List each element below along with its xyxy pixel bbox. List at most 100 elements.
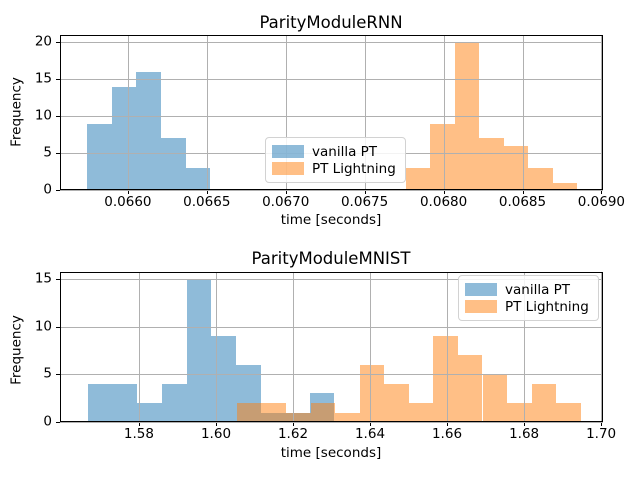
legend-mnist: vanilla PT PT Lightning (458, 275, 599, 321)
hist-bar-pt-lightning (482, 374, 507, 422)
x-tick-mark (127, 190, 129, 194)
legend-swatch-pt-lightning (272, 162, 304, 175)
x-tick-label: 0.0675 (340, 194, 389, 210)
x-tick-label: 1.60 (200, 426, 232, 442)
hist-bar-pt-lightning (433, 336, 458, 422)
hist-bar-vanilla-pt (162, 383, 187, 422)
y-tick-label: 15 (34, 270, 52, 287)
x-tick-label: 0.0690 (577, 194, 626, 210)
legend-label-vanilla-pt: vanilla PT (505, 281, 571, 298)
legend-swatch-pt-lightning (465, 300, 497, 313)
x-tick-mark (206, 190, 208, 194)
x-tick-mark (364, 190, 366, 194)
hist-bar-pt-lightning (335, 412, 360, 422)
x-tick-mark (443, 190, 445, 194)
y-axis-label-rnn: Frequency (8, 77, 25, 147)
x-tick-label: 1.64 (354, 426, 386, 442)
gridline-x (138, 272, 140, 422)
hist-bar-pt-lightning (503, 145, 529, 190)
y-tick-mark (56, 374, 60, 376)
hist-bar-vanilla-pt (136, 71, 161, 190)
y-tick-mark (56, 190, 60, 191)
y-tick-mark (56, 326, 60, 328)
hist-bar-vanilla-pt (186, 279, 212, 422)
gridline-x (370, 272, 371, 422)
legend-label-vanilla-pt: vanilla PT (312, 143, 378, 160)
hist-bar-pt-lightning (531, 383, 556, 422)
x-tick-mark (601, 422, 603, 426)
y-tick-mark (56, 279, 60, 281)
x-tick-mark (524, 422, 526, 426)
hist-bar-pt-lightning (556, 403, 581, 422)
y-tick-mark (56, 42, 60, 44)
y-tick-label: 10 (34, 318, 52, 335)
x-tick-mark (138, 422, 140, 426)
y-tick-label: 10 (34, 107, 52, 124)
y-tick-label: 0 (43, 413, 52, 430)
x-tick-label: 0.0660 (104, 194, 152, 210)
gridline-y (60, 422, 603, 423)
y-tick-mark (56, 116, 60, 118)
hist-bar-pt-lightning (261, 403, 287, 422)
hist-bar-pt-lightning (479, 138, 504, 190)
hist-bar-pt-lightning (552, 182, 578, 190)
x-tick-label: 0.0685 (498, 194, 547, 210)
gridline-x (206, 35, 208, 190)
x-tick-label: 1.68 (509, 426, 540, 442)
x-axis-label-rnn: time [seconds] (280, 212, 382, 228)
gridline-y (60, 279, 603, 281)
gridline-y (60, 79, 603, 81)
x-tick-label: 1.62 (277, 426, 309, 442)
hist-bar-vanilla-pt (88, 383, 113, 422)
y-tick-mark (56, 153, 60, 155)
legend-label-pt-lightning: PT Lightning (505, 298, 589, 315)
legend-swatch-vanilla-pt (272, 145, 304, 158)
gridline-y (60, 190, 603, 191)
legend-entry-vanilla-pt: vanilla PT (465, 281, 589, 298)
y-tick-mark (56, 79, 60, 81)
hist-bar-vanilla-pt (185, 167, 211, 190)
hist-bar-pt-lightning (507, 403, 532, 422)
hist-bar-vanilla-pt (112, 383, 138, 422)
y-tick-mark (56, 422, 60, 423)
legend-entry-vanilla-pt: vanilla PT (272, 143, 396, 160)
gridline-x (522, 35, 524, 190)
gridline-y (60, 42, 603, 44)
gridline-x (364, 35, 366, 190)
x-tick-label: 0.0680 (419, 194, 468, 210)
gridline-x (447, 272, 448, 422)
y-tick-label: 5 (43, 365, 52, 382)
x-tick-label: 1.70 (586, 426, 617, 442)
gridline-y (60, 116, 603, 118)
legend-entry-pt-lightning: PT Lightning (465, 298, 589, 315)
x-tick-label: 0.0665 (183, 194, 231, 210)
x-tick-mark (293, 422, 294, 426)
x-tick-label: 1.66 (431, 426, 463, 442)
hist-bar-vanilla-pt (87, 123, 112, 190)
chart-title-mnist: ParityModuleMNIST (251, 249, 411, 268)
hist-bar-vanilla-pt (137, 403, 162, 422)
hist-bar-pt-lightning (430, 123, 455, 190)
x-tick-label: 0.0670 (262, 194, 310, 210)
legend-label-pt-lightning: PT Lightning (312, 160, 396, 177)
hist-bar-pt-lightning (528, 167, 553, 190)
gridline-x (524, 272, 526, 422)
x-tick-mark (522, 190, 524, 194)
y-axis-label-mnist: Frequency (8, 315, 25, 385)
x-tick-label: 1.58 (123, 426, 154, 442)
x-tick-mark (285, 190, 287, 194)
hist-bar-pt-lightning (384, 383, 409, 422)
gridline-x (601, 272, 603, 422)
gridline-y (60, 374, 603, 376)
hist-bar-vanilla-pt (161, 138, 186, 190)
gridline-x (216, 272, 217, 422)
hist-bar-pt-lightning (457, 355, 483, 422)
y-tick-label: 5 (43, 144, 52, 161)
x-tick-mark (447, 422, 448, 426)
hist-bar-pt-lightning (310, 403, 336, 422)
gridline-x (293, 272, 294, 422)
plot-area-mnist: 1.58 1.60 1.62 1.64 1.66 1.68 1.70 0 5 10 15 (35, 272, 616, 441)
legend-swatch-vanilla-pt (465, 283, 497, 296)
legend-entry-pt-lightning: PT Lightning (272, 160, 396, 177)
